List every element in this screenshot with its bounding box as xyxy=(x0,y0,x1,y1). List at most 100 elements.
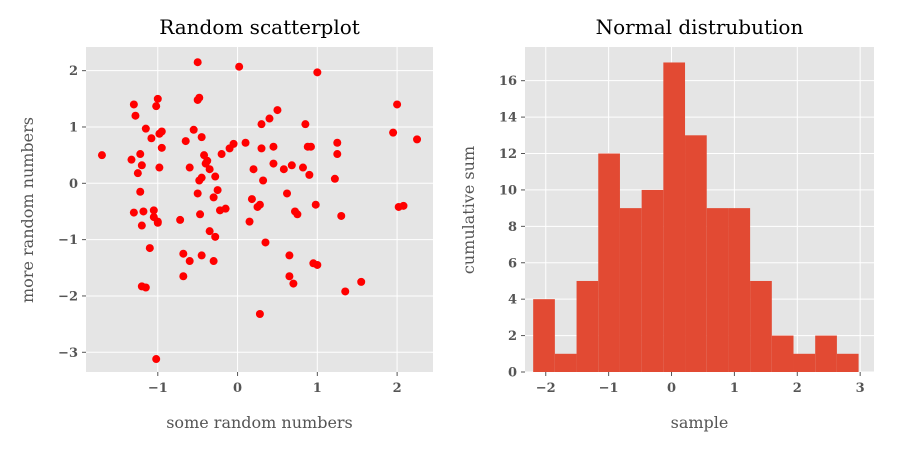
scatter-y-tick-label: −3 xyxy=(58,346,78,361)
histogram-bar xyxy=(706,208,729,372)
histogram-bar xyxy=(728,208,751,372)
scatter-tick-labels: −1 0 1 2 −3 −2 −1 0 1 2 xyxy=(58,64,402,396)
scatter-point xyxy=(283,189,292,198)
scatter-point xyxy=(273,106,282,115)
histogram-bar xyxy=(598,153,620,372)
histogram-x-axis-label: sample xyxy=(671,413,729,432)
histogram-y-tick-label: 4 xyxy=(508,293,517,308)
scatter-point xyxy=(313,68,322,77)
histogram-x-tick-label: 0 xyxy=(667,381,676,396)
scatter-point xyxy=(269,142,278,151)
histogram-x-tick-label: −2 xyxy=(536,381,556,396)
scatter-point xyxy=(399,201,408,210)
scatter-point xyxy=(287,161,296,170)
scatter-point xyxy=(357,277,366,286)
scatter-point xyxy=(157,143,166,152)
scatter-point xyxy=(153,218,162,227)
histogram-bar xyxy=(576,280,599,372)
scatter-y-tick-label: 2 xyxy=(69,64,78,79)
scatter-y-tick-label: 0 xyxy=(69,177,78,192)
scatter-point xyxy=(193,189,202,198)
scatter-point xyxy=(127,155,136,164)
histogram-bar xyxy=(685,135,707,372)
scatter-point xyxy=(141,124,150,133)
histogram-x-tick-label: 3 xyxy=(856,381,865,396)
scatter-point xyxy=(185,257,194,266)
histogram-y-tick-label: 2 xyxy=(508,329,517,344)
scatter-point xyxy=(285,251,294,260)
scatter-x-tick-label: 1 xyxy=(313,381,322,396)
scatter-panel: −1 0 1 2 −3 −2 −1 0 1 2 Random scatterplot some r… xyxy=(18,15,433,432)
scatter-point xyxy=(235,62,244,71)
scatter-point xyxy=(195,93,204,102)
scatter-point xyxy=(265,114,274,123)
scatter-point xyxy=(257,120,266,129)
scatter-point xyxy=(129,100,138,109)
histogram-y-tick-label: 8 xyxy=(508,220,517,235)
histogram-bar xyxy=(793,353,816,372)
scatter-point xyxy=(255,309,264,318)
scatter-point xyxy=(337,211,346,220)
scatter-y-tick-label: −1 xyxy=(58,233,78,248)
scatter-point xyxy=(229,139,238,148)
scatter-point xyxy=(185,163,194,172)
scatter-point xyxy=(139,207,148,216)
scatter-point xyxy=(341,287,350,296)
histogram-y-tick-label: 12 xyxy=(499,147,517,162)
scatter-x-tick-label: 0 xyxy=(233,381,242,396)
histogram-x-tick-label: 2 xyxy=(793,381,802,396)
scatter-point xyxy=(197,133,206,142)
scatter-point xyxy=(413,135,422,144)
scatter-point xyxy=(129,208,138,217)
scatter-point xyxy=(197,251,206,260)
histogram-x-tick-label: 1 xyxy=(730,381,739,396)
scatter-point xyxy=(305,170,314,179)
scatter-point xyxy=(221,204,230,213)
scatter-point xyxy=(137,161,146,170)
scatter-point xyxy=(261,238,270,247)
scatter-point xyxy=(247,195,256,204)
histogram-bar xyxy=(771,335,794,372)
histogram-bar xyxy=(619,208,642,372)
scatter-point xyxy=(301,120,310,129)
scatter-point xyxy=(157,127,166,136)
histogram-bar xyxy=(641,189,664,372)
scatter-point xyxy=(311,200,320,209)
scatter-point xyxy=(141,283,150,292)
scatter-point xyxy=(393,100,402,109)
scatter-point xyxy=(245,217,254,226)
scatter-point xyxy=(306,142,315,151)
scatter-point xyxy=(255,200,264,209)
scatter-point xyxy=(241,138,250,147)
histogram-x-tick-label: −1 xyxy=(599,381,619,396)
scatter-point xyxy=(147,134,156,143)
scatter-y-tick-label: 1 xyxy=(69,120,78,135)
scatter-point xyxy=(389,128,398,137)
scatter-point xyxy=(193,58,202,67)
scatter-x-tick-label: 2 xyxy=(393,381,402,396)
scatter-point xyxy=(196,210,205,219)
scatter-point xyxy=(153,94,162,103)
histogram-y-tick-label: 10 xyxy=(499,183,517,198)
scatter-point xyxy=(205,165,214,174)
histogram-y-tick-label: 6 xyxy=(508,256,517,271)
scatter-point xyxy=(269,159,278,168)
scatter-x-axis-label: some random numbers xyxy=(166,413,353,432)
scatter-point xyxy=(203,156,212,165)
histogram-bar xyxy=(533,299,555,372)
scatter-point xyxy=(176,215,185,224)
scatter-point xyxy=(333,138,342,147)
histogram-y-tick-label: 0 xyxy=(508,366,517,381)
histogram-y-tick-label: 14 xyxy=(499,111,517,126)
scatter-point xyxy=(97,151,106,160)
scatter-point xyxy=(131,111,140,120)
scatter-point xyxy=(179,249,188,258)
scatter-point xyxy=(249,165,258,174)
scatter-point xyxy=(209,257,218,266)
scatter-points xyxy=(97,58,422,364)
scatter-point xyxy=(136,187,145,196)
scatter-point xyxy=(289,279,298,288)
